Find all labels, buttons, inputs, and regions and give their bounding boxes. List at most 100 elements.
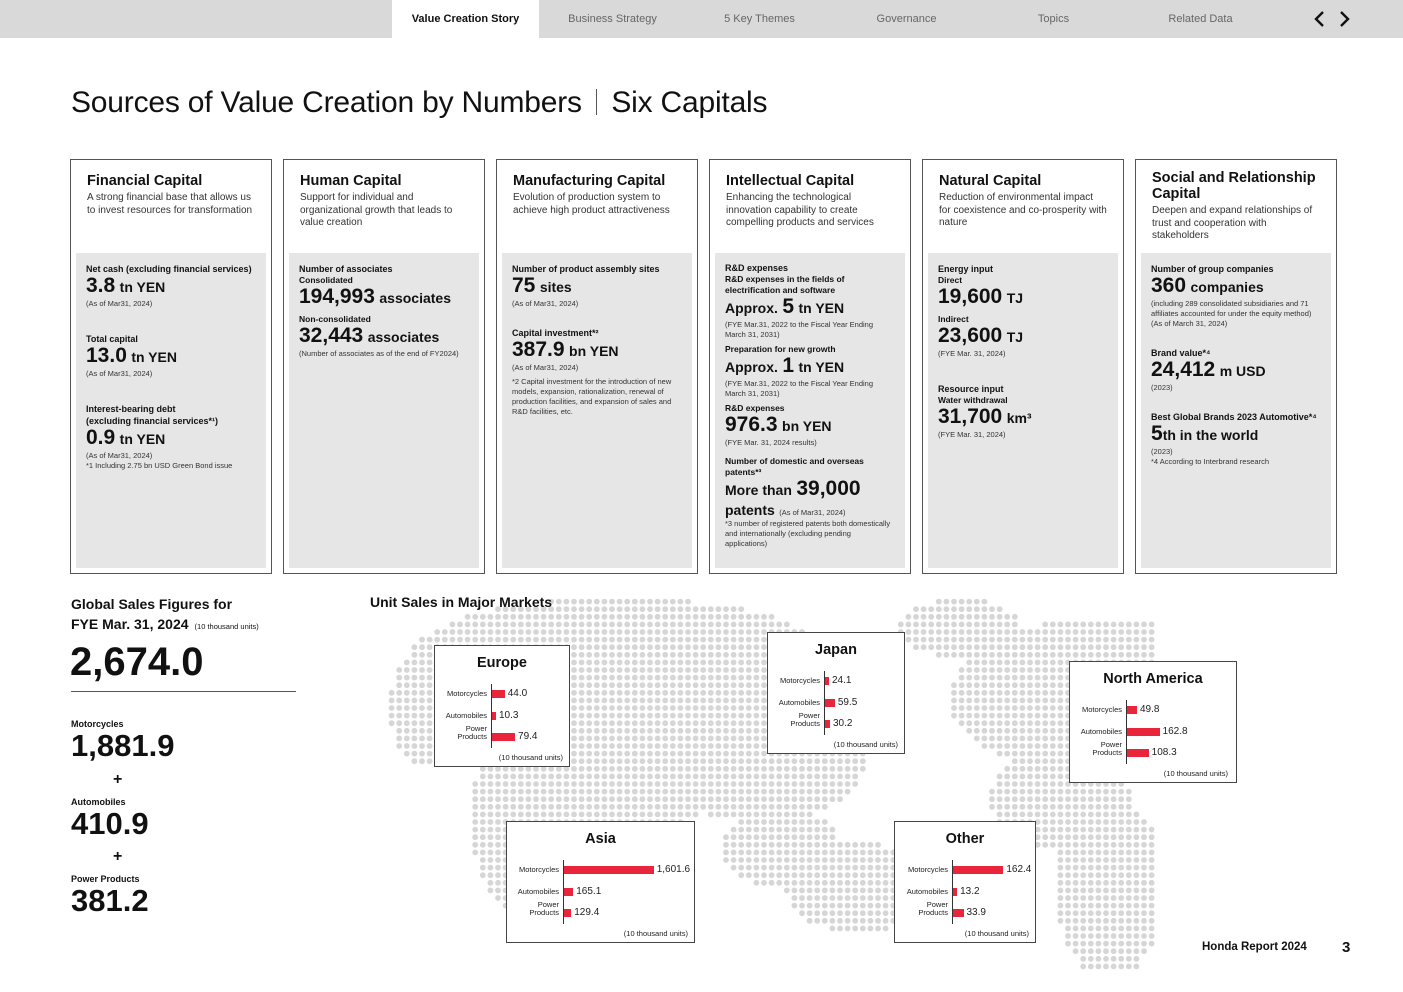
metric-note: (FYE Mar. 31, 2024 results) — [725, 438, 817, 447]
global-sales-label: Motorcycles — [71, 719, 124, 729]
metric-unit: th in the world — [1162, 427, 1259, 443]
bar — [953, 866, 1004, 874]
chart-axis — [563, 860, 564, 924]
metric-label: Capital investment*² — [512, 328, 599, 338]
metric-note: (As of Mar31, 2024) — [512, 363, 579, 372]
card-title: Financial Capital — [87, 173, 203, 189]
metric-unit: tn YEN — [798, 359, 845, 375]
bar-category-label: Power Products — [529, 900, 559, 917]
natural-capital-card: Natural Capital Reduction of environment… — [922, 159, 1124, 574]
nonconsolidated-value: 32,443 — [299, 324, 364, 347]
bar-value-label: 44.0 — [507, 688, 528, 699]
card-description: Evolution of production system to achiev… — [513, 192, 670, 216]
global-sales-total: 2,674.0 — [70, 640, 204, 684]
metric-label: Brand value*⁴ — [1151, 348, 1211, 358]
card-title: Natural Capital — [939, 173, 1042, 189]
tab-value-creation-story[interactable]: Value Creation Story — [392, 0, 539, 38]
bar-value-label: 129.4 — [574, 907, 600, 918]
global-sales-power-products: Power Products 381.2 — [71, 874, 149, 918]
tab-5-key-themes[interactable]: 5 Key Themes — [724, 13, 795, 25]
other-market-box: Other Motorcycles 162.4 Automobiles 13.2 Powe… — [894, 821, 1036, 943]
metric-note: (As of March 31, 2024) — [1151, 319, 1228, 328]
metric-value: 3.8 tn YEN — [86, 275, 256, 299]
net-cash-value: 3.8 — [86, 274, 116, 297]
chart-axis — [952, 860, 953, 924]
metric-note: (FYE Mar. 31, 2024) — [938, 349, 1006, 358]
market-title: North America — [1103, 671, 1203, 687]
market-title: Japan — [815, 642, 857, 658]
bar — [953, 888, 958, 896]
metric-label: Net cash (excluding financial services) — [86, 264, 252, 274]
card-title: Human Capital — [300, 173, 402, 189]
metric-note: (As of Mar31, 2024) — [779, 508, 846, 517]
page-title-main: Sources of Value Creation by Numbers — [71, 86, 582, 119]
metric-prefix: Approx. — [725, 359, 778, 375]
metric-unit: tn YEN — [119, 431, 166, 447]
global-sales-label: Power Products — [71, 874, 140, 884]
card-title: Intellectual Capital — [726, 173, 855, 189]
metric-note: (As of Mar31, 2024) — [86, 451, 153, 460]
metric-label: Best Global Brands 2023 Automotive*⁴ — [1151, 412, 1317, 422]
chevron-left-icon[interactable] — [1312, 8, 1326, 30]
metric-label: Number of product assembly sites — [512, 264, 660, 274]
metric-sublabel: Indirect — [938, 314, 969, 324]
bar-value-label: 30.2 — [832, 718, 853, 729]
metric-unit: tn YEN — [798, 300, 845, 316]
footnote: *3 number of registered patents both dom… — [725, 519, 891, 548]
bar-category-label: Motorcycles — [1081, 705, 1122, 714]
card-metrics: R&D expenses R&D expenses in the fields … — [715, 253, 905, 568]
metric-value: patents (As of Mar31, 2024) — [725, 502, 895, 519]
brand-value: 24,412 — [1151, 358, 1216, 381]
bar — [492, 690, 505, 698]
metric-value: 24,412 m USD — [1151, 359, 1321, 383]
card-title: Social and Relationship Capital — [1152, 170, 1316, 202]
metric-value: 976.3 bn YEN — [725, 414, 895, 438]
bar — [492, 733, 516, 741]
bar — [825, 699, 835, 707]
metric-unit: companies — [1190, 279, 1264, 295]
card-description: A strong financial base that allows us t… — [87, 192, 253, 216]
bar-category-label: Power Products — [918, 900, 948, 917]
tab-governance[interactable]: Governance — [876, 13, 937, 25]
metric-label: Number of associates — [299, 264, 393, 274]
bar-value-label: 165.1 — [576, 886, 602, 897]
metric-label: Resource input — [938, 384, 1004, 394]
metric-note: (As of Mar31, 2024) — [86, 369, 153, 378]
metric-unit: tn YEN — [119, 279, 166, 295]
bar — [825, 677, 829, 685]
metric-unit: associates — [367, 329, 440, 345]
bar — [564, 909, 572, 917]
bgb-value: 5 — [1151, 422, 1163, 445]
bar-category-label: Motorcycles — [518, 865, 559, 874]
bar-value-label: 10.3 — [499, 710, 519, 721]
metric-unit: sites — [539, 279, 572, 295]
market-title: Europe — [477, 655, 527, 671]
metric-value: 194,993 associates — [299, 286, 469, 310]
metric-note: (Number of associates as of the end of F… — [299, 349, 459, 358]
metric-value: 31,700 km³ — [938, 406, 1108, 430]
card-metrics: Energy input Direct 19,600 TJ Indirect 2… — [928, 253, 1118, 568]
global-sales-title: Global Sales Figures for FYE Mar. 31, 20… — [71, 594, 259, 637]
chart-unit-label: (10 thousand units) — [1163, 769, 1228, 778]
tab-topics[interactable]: Topics — [1037, 13, 1070, 25]
chevron-right-icon[interactable] — [1338, 8, 1352, 30]
page-number: 3 — [1342, 939, 1351, 956]
tab-business-strategy[interactable]: Business Strategy — [568, 13, 657, 25]
metric-value: 387.9 bn YEN — [512, 339, 682, 363]
bar-category-label: Automobiles — [1080, 727, 1122, 736]
metric-label: (excluding financial services*¹) — [86, 416, 219, 426]
bar-category-label: Automobiles — [445, 711, 487, 720]
north-america-market-box: North America Motorcycles 49.8 Automobiles 1… — [1069, 661, 1237, 783]
metric-label: Interest-bearing debt — [86, 404, 176, 414]
bar — [1127, 728, 1160, 736]
metric-value: 19,600 TJ — [938, 286, 1108, 310]
six-capitals-cards: Financial Capital A strong financial bas… — [70, 159, 1337, 574]
bar-value-label: 108.3 — [1151, 747, 1177, 758]
metric-note: (2023) — [1151, 383, 1173, 392]
rd3-value: 976.3 — [725, 413, 778, 436]
tab-related-data[interactable]: Related Data — [1168, 13, 1233, 25]
card-metrics: Number of group companies 360 companies … — [1141, 253, 1331, 568]
metric-unit: associates — [379, 290, 451, 306]
metric-prefix: More than — [725, 482, 792, 498]
page-title-sub: Six Capitals — [611, 86, 768, 119]
